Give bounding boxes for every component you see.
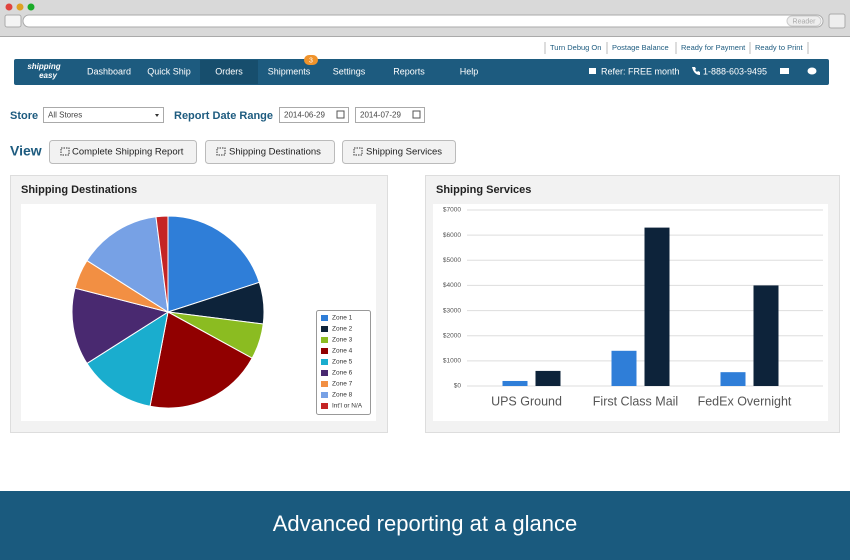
panel-title: Shipping Services (436, 184, 531, 196)
bar (645, 228, 670, 386)
legend-swatch (321, 348, 328, 354)
y-tick-label: $3000 (443, 307, 461, 314)
date-from: 2014-06-29 (284, 111, 325, 120)
refer-link[interactable]: Refer: FREE month (601, 66, 680, 76)
y-tick-label: $2000 (443, 332, 461, 339)
reader-label: Reader (793, 18, 817, 25)
banner-text: Advanced reporting at a glance (273, 511, 578, 536)
button-label: Shipping Services (366, 147, 442, 158)
nav-item[interactable]: Reports (393, 66, 425, 76)
nav-item[interactable]: Orders (215, 66, 243, 76)
chat-icon[interactable] (808, 68, 817, 75)
nav-item[interactable]: Quick Ship (147, 66, 191, 76)
x-tick-label: FedEx Overnight (698, 394, 792, 408)
logo[interactable]: shipping (27, 62, 60, 71)
store-value: All Stores (48, 111, 82, 120)
chrome-border (0, 36, 850, 37)
legend-swatch (321, 315, 328, 321)
legend-label: Zone 2 (332, 326, 353, 333)
view-label: View (10, 143, 42, 159)
nav-item[interactable]: Settings (333, 66, 366, 76)
top-link[interactable]: Postage Balance (612, 43, 669, 52)
top-link[interactable]: Turn Debug On (550, 43, 601, 52)
y-tick-label: $7000 (443, 207, 461, 214)
button-label: Shipping Destinations (229, 147, 321, 158)
y-tick-label: $0 (454, 383, 462, 390)
phone-number: 1-888-603-9495 (703, 66, 767, 76)
calendar-icon[interactable] (413, 111, 420, 118)
top-link[interactable]: Ready to Print (755, 43, 803, 52)
bar (721, 372, 746, 386)
nav-item[interactable]: Dashboard (87, 66, 131, 76)
legend-swatch (321, 370, 328, 376)
legend-swatch (321, 337, 328, 343)
bar (612, 351, 637, 386)
legend-swatch (321, 359, 328, 365)
window-close[interactable] (6, 4, 13, 11)
legend-swatch (321, 403, 328, 409)
y-tick-label: $1000 (443, 358, 461, 365)
legend-label: Zone 6 (332, 370, 353, 377)
legend-label: Zone 1 (332, 315, 353, 322)
legend-swatch (321, 381, 328, 387)
address-bar[interactable] (23, 15, 823, 27)
window-minimize[interactable] (17, 4, 24, 11)
add-tab[interactable] (5, 15, 21, 27)
mail-icon[interactable] (780, 68, 789, 74)
button-label: Complete Shipping Report (72, 147, 184, 158)
date-label: Report Date Range (174, 110, 273, 122)
legend-label: Zone 7 (332, 381, 353, 388)
date-to: 2014-07-29 (360, 111, 401, 120)
legend-swatch (321, 392, 328, 398)
legend-label: Zone 8 (332, 392, 353, 399)
logo[interactable]: easy (39, 71, 57, 80)
bar (754, 285, 779, 386)
calendar-icon[interactable] (337, 111, 344, 118)
legend-label: Zone 3 (332, 337, 353, 344)
nav-item[interactable]: Help (460, 66, 479, 76)
badge-count: 3 (309, 57, 313, 64)
top-link[interactable]: Ready for Payment (681, 43, 746, 52)
bar (536, 371, 561, 386)
settings-button[interactable] (829, 14, 845, 28)
panel-title: Shipping Destinations (21, 184, 137, 196)
x-tick-label: First Class Mail (593, 394, 678, 408)
store-label: Store (10, 110, 38, 122)
window-zoom[interactable] (28, 4, 35, 11)
legend-swatch (321, 326, 328, 332)
legend-label: Zone 5 (332, 359, 353, 366)
gift-icon (589, 68, 596, 74)
y-tick-label: $4000 (443, 282, 461, 289)
x-tick-label: UPS Ground (491, 394, 562, 408)
nav-item[interactable]: Shipments (268, 66, 311, 76)
legend-label: Zone 4 (332, 348, 353, 355)
bar (503, 381, 528, 386)
y-tick-label: $5000 (443, 257, 461, 264)
y-tick-label: $6000 (443, 232, 461, 239)
legend-label: Int'l or N/A (332, 403, 363, 410)
